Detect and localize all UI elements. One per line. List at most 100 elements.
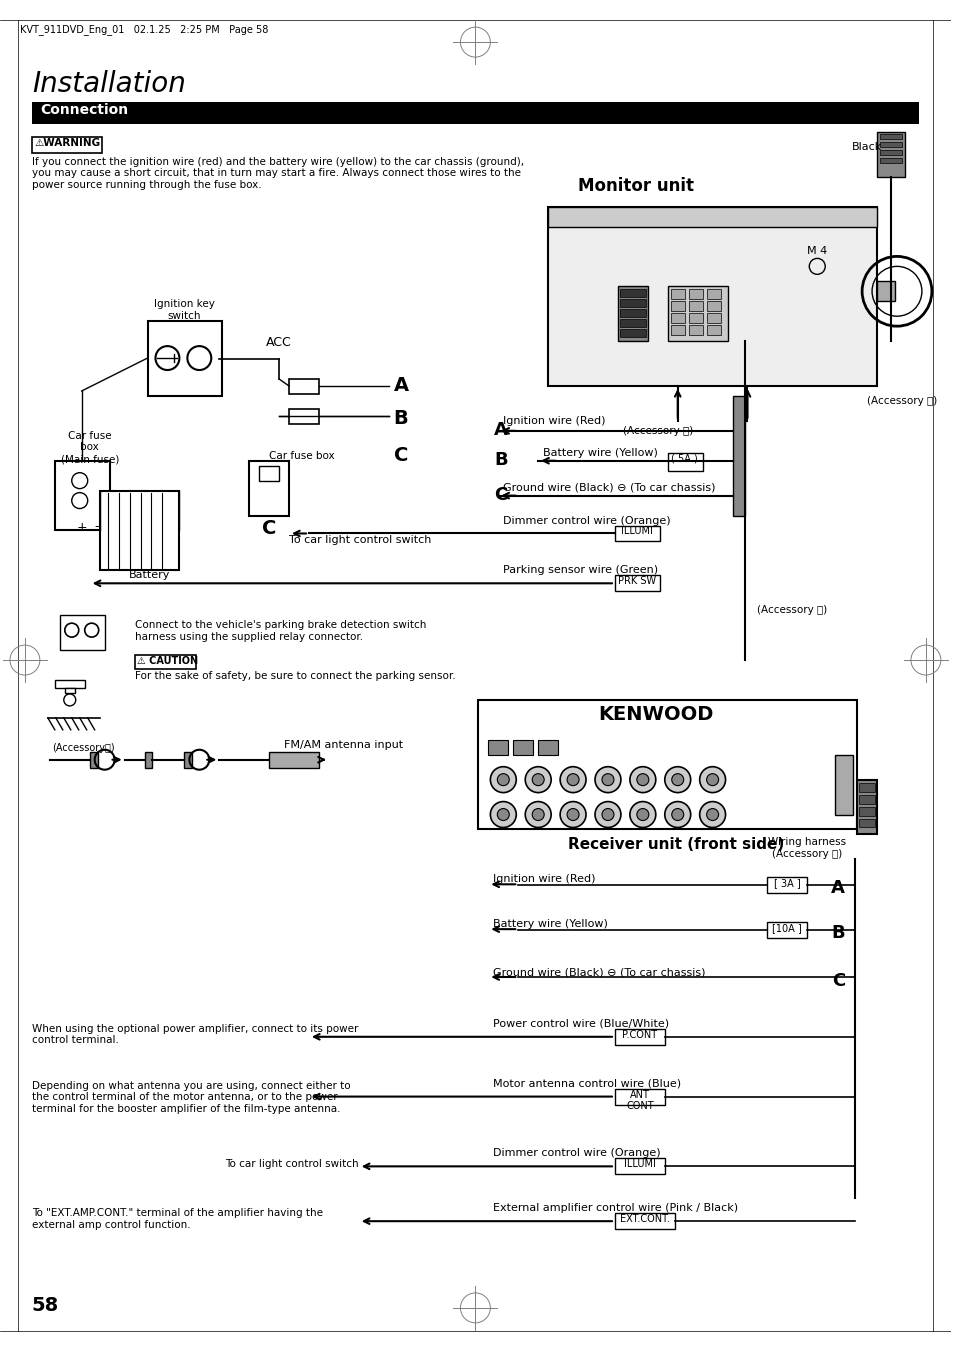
Bar bbox=[766, 923, 806, 938]
Text: Monitor unit: Monitor unit bbox=[578, 177, 694, 195]
Circle shape bbox=[601, 808, 614, 820]
Circle shape bbox=[699, 767, 725, 793]
Text: (Accessory Ⓒ): (Accessory Ⓒ) bbox=[866, 396, 937, 405]
Text: A: A bbox=[394, 376, 409, 394]
Bar bbox=[706, 313, 720, 323]
Text: KENWOOD: KENWOOD bbox=[598, 705, 713, 724]
Bar bbox=[615, 1213, 674, 1229]
Bar bbox=[706, 326, 720, 335]
Bar bbox=[537, 740, 558, 755]
Circle shape bbox=[497, 774, 509, 786]
Text: Parking sensor wire (Green): Parking sensor wire (Green) bbox=[503, 565, 658, 576]
Bar bbox=[184, 751, 193, 767]
Text: ACC: ACC bbox=[266, 336, 292, 349]
Bar bbox=[289, 409, 318, 424]
Circle shape bbox=[497, 808, 509, 820]
Text: Receiver unit (front side): Receiver unit (front side) bbox=[567, 838, 783, 852]
Text: Motor antenna control wire (Blue): Motor antenna control wire (Blue) bbox=[493, 1078, 680, 1089]
Circle shape bbox=[637, 774, 648, 786]
Text: Battery wire (Yellow): Battery wire (Yellow) bbox=[542, 447, 658, 458]
Text: Car fuse
box
(Main fuse): Car fuse box (Main fuse) bbox=[60, 431, 119, 463]
Text: C: C bbox=[494, 485, 507, 504]
Circle shape bbox=[559, 801, 585, 828]
Bar bbox=[289, 380, 318, 394]
Bar bbox=[513, 740, 533, 755]
Circle shape bbox=[595, 801, 620, 828]
Bar bbox=[65, 688, 74, 693]
Bar bbox=[619, 330, 645, 338]
Bar bbox=[688, 301, 702, 311]
Bar bbox=[619, 289, 645, 297]
Text: Ground wire (Black) ⊖ (To car chassis): Ground wire (Black) ⊖ (To car chassis) bbox=[493, 967, 705, 977]
Circle shape bbox=[706, 774, 718, 786]
Text: ILLUMI: ILLUMI bbox=[623, 1159, 655, 1170]
Bar bbox=[269, 751, 318, 767]
Bar bbox=[548, 207, 876, 386]
Circle shape bbox=[664, 801, 690, 828]
Text: (Accessory Ⓑ): (Accessory Ⓑ) bbox=[622, 426, 692, 436]
Text: Dimmer control wire (Orange): Dimmer control wire (Orange) bbox=[503, 516, 670, 526]
Text: Depending on what antenna you are using, connect either to
the control terminal : Depending on what antenna you are using,… bbox=[31, 1081, 350, 1113]
Circle shape bbox=[532, 774, 543, 786]
Text: +: + bbox=[76, 520, 87, 534]
Bar bbox=[60, 615, 105, 650]
Text: [ 3A ]: [ 3A ] bbox=[773, 878, 800, 889]
Circle shape bbox=[490, 767, 516, 793]
Text: A: A bbox=[830, 880, 844, 897]
Text: ILLUMI: ILLUMI bbox=[620, 527, 652, 536]
Text: C: C bbox=[831, 971, 844, 990]
Circle shape bbox=[566, 808, 578, 820]
Text: KVT_911DVD_Eng_01   02.1.25   2:25 PM   Page 58: KVT_911DVD_Eng_01 02.1.25 2:25 PM Page 5… bbox=[20, 24, 268, 35]
Bar bbox=[879, 158, 901, 162]
Text: Dimmer control wire (Orange): Dimmer control wire (Orange) bbox=[493, 1148, 660, 1158]
Text: Connection: Connection bbox=[40, 103, 128, 118]
Bar bbox=[477, 700, 856, 830]
Text: B: B bbox=[831, 924, 844, 942]
Circle shape bbox=[671, 808, 683, 820]
Text: Car fuse box: Car fuse box bbox=[269, 451, 335, 461]
Text: Ignition wire (Red): Ignition wire (Red) bbox=[503, 416, 605, 426]
Text: Power control wire (Blue/White): Power control wire (Blue/White) bbox=[493, 1019, 669, 1029]
Bar bbox=[667, 286, 727, 340]
Text: Installation: Installation bbox=[31, 70, 186, 99]
Circle shape bbox=[525, 801, 551, 828]
Circle shape bbox=[490, 801, 516, 828]
Circle shape bbox=[664, 767, 690, 793]
Bar bbox=[488, 740, 508, 755]
Bar bbox=[619, 309, 645, 317]
Bar bbox=[859, 794, 874, 804]
Bar bbox=[706, 289, 720, 300]
Bar bbox=[879, 134, 901, 139]
Text: To car light control switch: To car light control switch bbox=[225, 1159, 358, 1170]
Text: To car light control switch: To car light control switch bbox=[289, 535, 431, 546]
Bar bbox=[619, 300, 645, 307]
Text: B: B bbox=[494, 451, 507, 469]
Text: ⚠ CAUTION: ⚠ CAUTION bbox=[136, 657, 197, 666]
Bar bbox=[688, 326, 702, 335]
Bar bbox=[688, 289, 702, 300]
Bar bbox=[876, 132, 904, 177]
Bar bbox=[688, 313, 702, 323]
Text: Battery wire (Yellow): Battery wire (Yellow) bbox=[493, 919, 608, 929]
Circle shape bbox=[566, 774, 578, 786]
Bar bbox=[249, 461, 289, 516]
Bar bbox=[615, 526, 659, 542]
Bar bbox=[856, 780, 876, 835]
Bar bbox=[615, 1089, 664, 1105]
Bar bbox=[670, 301, 684, 311]
Circle shape bbox=[699, 801, 725, 828]
Text: For the sake of safety, be sure to connect the parking sensor.: For the sake of safety, be sure to conne… bbox=[134, 671, 455, 681]
Bar bbox=[615, 1158, 664, 1174]
Circle shape bbox=[532, 808, 543, 820]
Text: Battery: Battery bbox=[129, 570, 170, 581]
Text: (Accessory Ⓔ): (Accessory Ⓔ) bbox=[757, 605, 827, 615]
Text: If you connect the ignition wire (red) and the battery wire (yellow) to the car : If you connect the ignition wire (red) a… bbox=[31, 157, 523, 190]
Bar bbox=[859, 782, 874, 792]
Bar bbox=[54, 680, 85, 688]
Text: Connect to the vehicle's parking brake detection switch
harness using the suppli: Connect to the vehicle's parking brake d… bbox=[134, 620, 425, 642]
Bar bbox=[144, 751, 152, 767]
Bar bbox=[259, 466, 279, 481]
Bar bbox=[31, 101, 918, 124]
Text: EXT.CONT.: EXT.CONT. bbox=[619, 1215, 669, 1224]
Text: A: A bbox=[494, 422, 508, 439]
